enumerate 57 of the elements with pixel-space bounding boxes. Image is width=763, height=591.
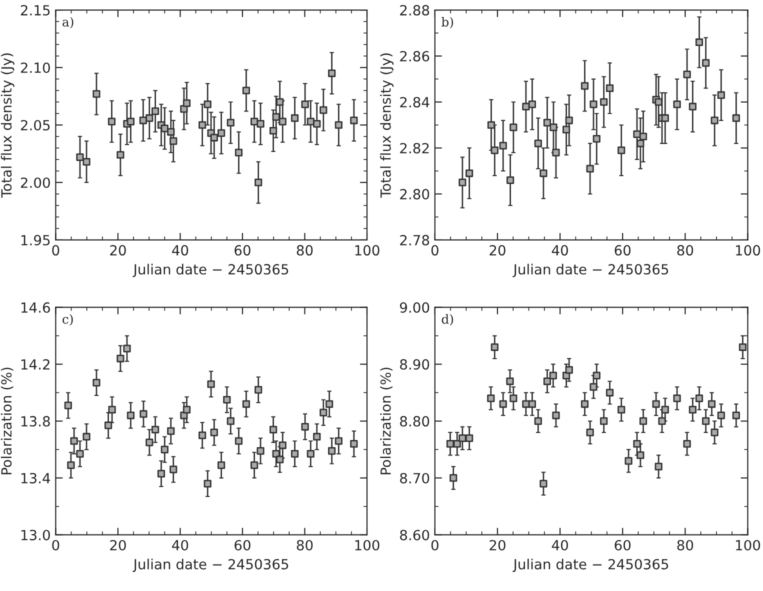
y-tick-label: 2.10 (20, 62, 50, 73)
y-axis-title: Polarization (%) (0, 368, 14, 474)
annotation: a) (62, 16, 74, 28)
y-tick-label: 13.8 (21, 416, 50, 427)
y-tick-label: 2.84 (400, 96, 430, 108)
x-tick-label: 40 (172, 540, 188, 550)
y-tick-label: 14.6 (21, 302, 50, 313)
x-tick-label: 20 (110, 245, 126, 256)
x-tick-label: 60 (234, 540, 250, 550)
y-tick-label: 2.86 (400, 50, 430, 62)
y-tick-label: 8.70 (400, 472, 430, 484)
y-tick-label: 2.78 (400, 234, 430, 246)
annotation: c) (62, 314, 73, 326)
y-tick-label: 2.80 (400, 188, 430, 200)
x-tick-label: 80 (296, 540, 313, 550)
annotation: d) (442, 314, 454, 326)
y-axis-title: Total flux density (Jy) (0, 53, 14, 198)
x-tick-label: 40 (172, 245, 188, 256)
y-tick-label: 2.88 (400, 5, 430, 16)
x-tick-label: 100 (736, 245, 760, 256)
y-tick-label: 13.4 (21, 472, 50, 484)
y-tick-label: 13.0 (21, 530, 50, 540)
x-tick-label: 100 (355, 540, 380, 550)
x-tick-label: 20 (490, 245, 506, 256)
y-tick-label: 8.80 (400, 416, 430, 427)
x-tick-label: 100 (736, 540, 760, 550)
x-tick-label: 0 (431, 245, 438, 256)
x-tick-label: 0 (52, 245, 60, 256)
x-tick-label: 40 (552, 540, 568, 550)
x-tick-label: 60 (614, 540, 631, 550)
y-axis-title: Polarization (%) (380, 368, 393, 474)
annotation: b) (442, 16, 454, 28)
x-tick-label: 60 (614, 245, 631, 256)
y-tick-label: 2.82 (400, 142, 429, 154)
y-axis-title: Total flux density (Jy) (380, 53, 394, 198)
x-axis-title: Julian date − 2450365 (132, 264, 288, 278)
x-tick-label: 80 (296, 245, 313, 256)
x-axis-title: Julian date − 2450365 (132, 558, 288, 572)
x-tick-label: 40 (552, 245, 568, 256)
x-axis-title: Julian date − 2450365 (512, 264, 668, 278)
y-tick-label: 2.05 (20, 120, 50, 130)
x-tick-label: 0 (431, 540, 438, 550)
y-tick-label: 14.2 (21, 359, 50, 370)
x-tick-label: 60 (234, 245, 250, 256)
y-tick-label: 9.00 (400, 302, 430, 313)
x-tick-label: 0 (52, 540, 60, 550)
x-tick-label: 20 (490, 540, 506, 550)
x-tick-label: 100 (355, 245, 380, 256)
y-tick-label: 2.00 (20, 177, 50, 188)
y-tick-label: 1.95 (21, 234, 50, 246)
y-tick-label: 2.15 (20, 5, 50, 16)
x-axis-title: Julian date − 2450365 (512, 558, 668, 572)
x-tick-label: 80 (677, 245, 694, 256)
x-tick-label: 20 (110, 540, 126, 550)
x-tick-label: 80 (677, 540, 694, 550)
y-tick-label: 8.90 (400, 359, 430, 370)
y-tick-label: 8.60 (400, 530, 430, 540)
